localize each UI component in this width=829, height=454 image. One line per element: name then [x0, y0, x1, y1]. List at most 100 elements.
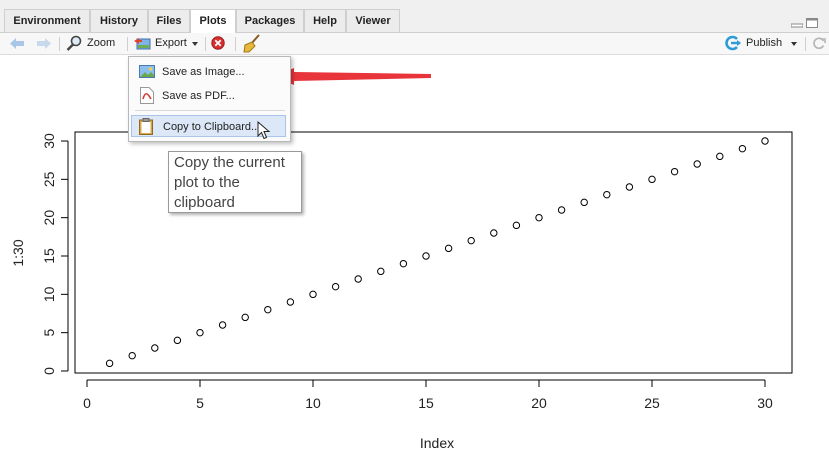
- toolbar-separator: [59, 37, 60, 51]
- scatter-plot: 0 5 10 15 20 25 30 0 5 10 15 20 25 30 Index 1:30: [10, 131, 793, 451]
- tab-files[interactable]: Files: [148, 9, 190, 32]
- plots-toolbar: Zoom Export Publish: [0, 33, 829, 55]
- x-tick-label: 30: [757, 395, 773, 411]
- mouse-cursor-icon: [257, 121, 271, 140]
- data-point: [603, 190, 611, 199]
- data-point: [354, 275, 362, 283]
- export-image-icon: [134, 38, 151, 50]
- forward-arrow-icon[interactable]: [36, 37, 52, 50]
- refresh-icon[interactable]: [812, 36, 826, 50]
- remove-plot-icon[interactable]: [211, 36, 225, 50]
- toolbar-separator: [127, 37, 128, 51]
- back-arrow-icon[interactable]: [9, 37, 25, 50]
- pdf-icon: [140, 87, 154, 104]
- export-menu: Save as Image... Save as PDF... Copy to …: [128, 56, 291, 142]
- export-label: Export: [155, 37, 187, 49]
- y-axis: 0 5 10 15 20 25 30: [41, 133, 69, 375]
- data-point: [331, 282, 340, 291]
- zoom-label: Zoom: [87, 37, 116, 49]
- data-point: [196, 328, 204, 337]
- data-point: [399, 259, 408, 268]
- data-point: [173, 336, 182, 345]
- data-point: [761, 137, 769, 145]
- export-button[interactable]: Export: [134, 33, 200, 54]
- y-tick-label: 30: [41, 133, 57, 149]
- chevron-down-icon: [192, 42, 198, 46]
- x-tick-label: 10: [305, 395, 321, 411]
- pane-tab-bar: Environment History Files Plots Packages…: [0, 0, 829, 33]
- tooltip-line: clipboard: [174, 194, 235, 211]
- y-tick-label: 0: [41, 367, 57, 375]
- tab-history[interactable]: History: [90, 9, 148, 32]
- x-tick-label: 20: [531, 395, 547, 411]
- chevron-down-icon: [791, 42, 797, 46]
- broom-clear-icon[interactable]: [242, 34, 262, 53]
- toolbar-separator: [205, 37, 206, 51]
- plot-frame: [74, 131, 793, 374]
- magnifier-icon: [66, 35, 82, 51]
- minimize-pane-icon[interactable]: [791, 18, 803, 28]
- y-axis-label: 1:30: [10, 239, 26, 266]
- data-point: [128, 351, 136, 360]
- toolbar-separator: [805, 37, 806, 51]
- data-point: [377, 267, 385, 276]
- data-points: [105, 137, 769, 368]
- x-axis: 0 5 10 15 20 25 30: [83, 379, 773, 411]
- data-point: [648, 175, 656, 184]
- publish-button[interactable]: Publish: [724, 33, 799, 54]
- tab-packages[interactable]: Packages: [236, 9, 304, 32]
- data-point: [625, 183, 634, 191]
- tab-environment[interactable]: Environment: [4, 9, 90, 32]
- data-point: [264, 305, 272, 314]
- menu-item-label: Copy to Clipboard...: [163, 121, 261, 133]
- tab-viewer[interactable]: Viewer: [346, 9, 400, 32]
- copy-to-clipboard-menu-item[interactable]: Copy to Clipboard...: [131, 115, 286, 137]
- data-point: [286, 298, 295, 306]
- x-tick-label: 0: [83, 395, 91, 411]
- image-icon: [139, 65, 155, 78]
- tab-plots[interactable]: Plots: [190, 9, 236, 33]
- maximize-pane-icon[interactable]: [806, 18, 818, 28]
- data-point: [444, 244, 453, 253]
- save-as-pdf-menu-item[interactable]: Save as PDF...: [131, 85, 286, 107]
- data-point: [151, 344, 159, 352]
- data-point: [693, 160, 701, 168]
- zoom-button[interactable]: Zoom: [66, 33, 120, 54]
- x-axis-label: Index: [420, 435, 454, 451]
- annotation-arrow: [274, 68, 431, 85]
- y-tick-label: 25: [41, 171, 57, 187]
- data-point: [422, 252, 430, 260]
- data-point: [105, 359, 114, 368]
- data-point: [309, 290, 317, 299]
- data-point: [580, 198, 588, 207]
- save-as-image-menu-item[interactable]: Save as Image...: [131, 61, 286, 83]
- publish-label: Publish: [746, 37, 783, 49]
- toolbar-separator: [235, 37, 236, 51]
- x-tick-label: 25: [644, 395, 660, 411]
- y-tick-label: 10: [41, 286, 57, 302]
- data-point: [557, 206, 566, 214]
- tab-help[interactable]: Help: [304, 9, 346, 32]
- clipboard-icon: [139, 118, 153, 135]
- tooltip-line: Copy the current: [174, 154, 285, 171]
- data-point: [218, 321, 227, 329]
- menu-item-label: Save as Image...: [162, 66, 245, 78]
- y-tick-label: 15: [41, 248, 57, 264]
- data-point: [716, 152, 724, 161]
- data-point: [467, 236, 475, 245]
- y-tick-label: 5: [41, 329, 57, 337]
- publish-icon: [725, 35, 741, 51]
- copy-tooltip: Copy the current plot to the clipboard: [168, 151, 302, 213]
- menu-item-label: Save as PDF...: [162, 90, 235, 102]
- tooltip-line: plot to the: [174, 174, 240, 191]
- y-tick-label: 20: [41, 210, 57, 226]
- x-tick-label: 15: [418, 395, 434, 411]
- x-tick-label: 5: [196, 395, 204, 411]
- data-point: [490, 229, 498, 237]
- data-point: [535, 213, 543, 222]
- data-point: [241, 313, 249, 322]
- data-point: [670, 167, 679, 176]
- data-point: [512, 221, 521, 230]
- menu-separator: [135, 110, 285, 111]
- data-point: [738, 144, 747, 153]
